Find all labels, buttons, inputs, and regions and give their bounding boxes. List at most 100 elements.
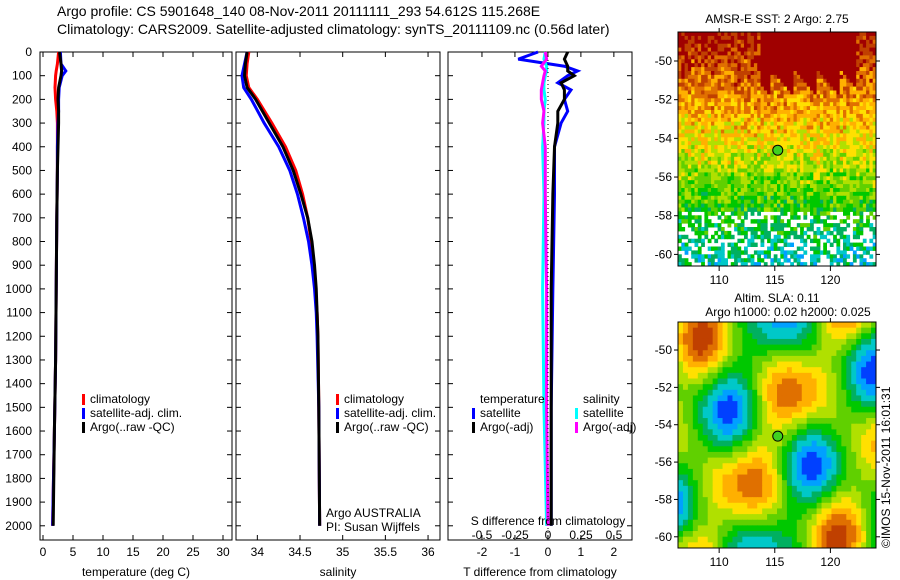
map-cell <box>722 474 728 481</box>
map-cell <box>777 355 783 363</box>
map-cell <box>806 137 811 142</box>
map-cell <box>846 149 851 154</box>
map-cell <box>740 47 745 52</box>
map-cell <box>687 451 694 459</box>
map-cell <box>829 160 834 166</box>
map-cell <box>777 133 781 138</box>
map-cell <box>841 389 847 396</box>
map-cell <box>826 227 831 232</box>
map-cell <box>707 63 712 68</box>
map-cell <box>707 59 712 64</box>
map-cell <box>747 435 753 442</box>
map-cell <box>833 199 837 205</box>
map-cell <box>852 74 857 80</box>
map-cell <box>767 164 771 169</box>
map-cell <box>801 435 808 442</box>
map-cell <box>783 55 788 60</box>
map-cell <box>717 350 724 357</box>
map-cell <box>747 63 752 68</box>
map-cell <box>707 113 712 119</box>
map-cell <box>737 32 742 37</box>
map-cell <box>704 149 709 154</box>
map-cell <box>717 172 722 177</box>
map-cell <box>823 141 827 146</box>
map-cell <box>862 246 867 251</box>
map-cell <box>687 384 694 391</box>
map-cell <box>684 106 689 111</box>
map-cell <box>747 227 752 232</box>
map-cell <box>760 43 765 49</box>
map-cell <box>727 98 732 103</box>
map-cell <box>737 145 742 150</box>
map-cell <box>796 184 801 189</box>
map-cell <box>823 137 827 142</box>
map-cell <box>697 258 702 263</box>
map-cell <box>753 106 758 111</box>
map-cell <box>752 429 758 436</box>
map-cell <box>823 67 827 72</box>
map-cell <box>806 184 811 189</box>
map-cell <box>692 446 699 453</box>
map-cell <box>752 440 758 447</box>
map-cell <box>866 55 870 60</box>
map-cell <box>727 378 733 385</box>
map-cell <box>737 110 742 115</box>
map-cell <box>740 78 745 84</box>
map-cell <box>866 223 870 228</box>
map-cell <box>763 156 768 162</box>
map-cell <box>839 141 844 146</box>
map-cell <box>702 457 709 464</box>
map-cell <box>866 94 870 99</box>
map-cell <box>727 106 732 111</box>
map-cell <box>783 110 788 115</box>
map-cell <box>767 137 771 142</box>
map-cell <box>737 39 742 45</box>
map-cell <box>803 86 808 91</box>
map-cell <box>724 188 728 193</box>
map-cell <box>681 78 686 84</box>
map-cell <box>678 378 684 385</box>
map-cell <box>791 350 798 357</box>
map-cell <box>707 78 712 84</box>
map-cell <box>866 508 872 515</box>
map-cell <box>760 74 765 80</box>
map-cell <box>727 322 733 329</box>
legend-label: climatology <box>344 392 404 406</box>
map-cell <box>727 384 733 391</box>
map-cell <box>697 172 702 177</box>
map-cell <box>704 184 709 189</box>
map-cell <box>856 389 862 396</box>
map-cell <box>757 223 761 228</box>
map-cell <box>866 199 870 205</box>
map-cell <box>796 168 801 173</box>
map-cell <box>777 350 783 357</box>
map-cell <box>681 188 686 193</box>
map-cell <box>816 160 821 166</box>
map-cell <box>777 378 783 385</box>
map-cell <box>866 215 870 220</box>
map-cell <box>846 145 851 150</box>
map-cell <box>781 367 788 374</box>
map-cell <box>866 156 870 162</box>
map-cell <box>816 485 823 492</box>
map-cell <box>826 215 831 220</box>
x-tick-label: 115 <box>765 273 784 287</box>
map-cell <box>811 514 818 521</box>
map-cell <box>846 238 851 244</box>
map-cell <box>843 74 847 80</box>
map-cell <box>747 160 752 166</box>
map-cell <box>856 223 860 228</box>
map-cell <box>790 199 794 205</box>
map-cell <box>684 129 689 134</box>
map-cell <box>783 254 788 259</box>
map-cell <box>816 172 821 177</box>
map-cell <box>737 525 743 532</box>
map-cell <box>862 203 867 208</box>
map-cell <box>697 191 702 197</box>
map-cell <box>767 525 773 532</box>
map-cell <box>767 39 771 45</box>
map-cell <box>796 156 801 162</box>
map-cell <box>821 519 827 526</box>
map-cell <box>796 322 803 329</box>
map-cell <box>744 74 748 80</box>
